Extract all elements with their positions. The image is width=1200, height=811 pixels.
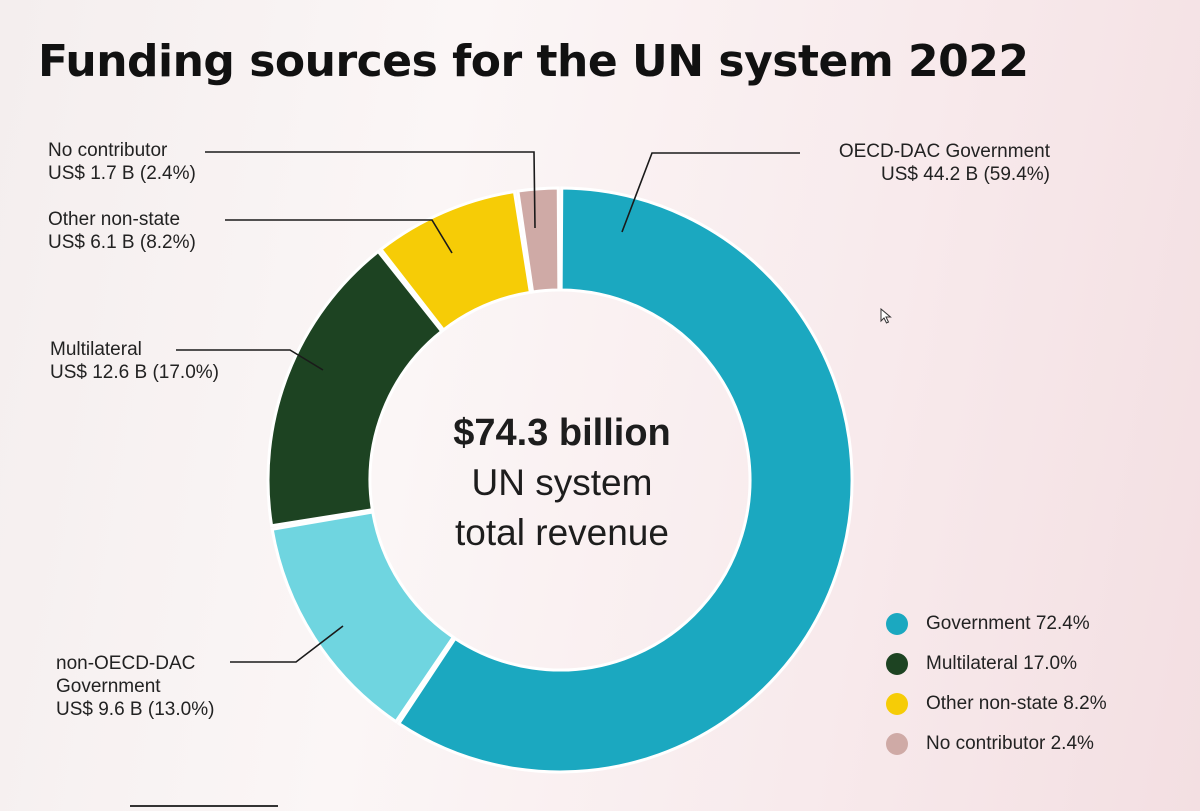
legend-label: Government 72.4% <box>926 613 1090 634</box>
donut-slice-multilateral <box>266 249 444 528</box>
legend-label: Multilateral 17.0% <box>926 653 1078 674</box>
donut-center-label: $74.3 billion UN system total revenue <box>382 408 742 558</box>
chart-title: Funding sources for the UN system 2022 <box>38 36 1029 87</box>
donut-slice-oecd-dac-government <box>396 186 854 774</box>
legend-swatch <box>886 733 908 755</box>
callout-label: No contributor <box>48 140 168 161</box>
divider <box>130 805 278 807</box>
donut-slice-other-non-state <box>378 189 533 333</box>
legend-swatch <box>886 693 908 715</box>
callout-value: US$ 6.1 B (8.2%) <box>48 232 196 253</box>
mouse-cursor-icon <box>880 308 892 324</box>
callout-value: US$ 9.6 B (13.0%) <box>56 699 215 720</box>
donut-slice-non-oecd-dac-government <box>270 510 456 724</box>
chart-legend: Government 72.4% Multilateral 17.0% Othe… <box>886 604 1107 764</box>
callout-no-contributor: No contributor US$ 1.7 B (2.4%) <box>48 139 196 185</box>
callout-non-oecd-dac-government: non-OECD-DAC Government US$ 9.6 B (13.0%… <box>56 652 226 721</box>
legend-item-government: Government 72.4% <box>886 604 1107 644</box>
legend-swatch <box>886 653 908 675</box>
leader-line-other-non-state <box>225 219 453 254</box>
callout-other-non-state: Other non-state US$ 6.1 B (8.2%) <box>48 208 196 254</box>
callout-oecd-dac-government: OECD-DAC Government US$ 44.2 B (59.4%) <box>790 140 1050 186</box>
callout-label: non-OECD-DAC Government <box>56 653 196 697</box>
callout-value: US$ 1.7 B (2.4%) <box>48 163 196 184</box>
leader-line-multilateral <box>176 349 324 371</box>
total-revenue-value: $74.3 billion <box>453 412 671 454</box>
total-revenue-caption: UN system total revenue <box>455 462 669 553</box>
callout-value: US$ 44.2 B (59.4%) <box>881 164 1050 185</box>
callout-label: Other non-state <box>48 209 181 230</box>
legend-label: Other non-state 8.2% <box>926 693 1107 714</box>
leader-line-no-contributor <box>205 151 536 229</box>
callout-leader-lines <box>176 151 800 663</box>
legend-item-no-contributor: No contributor 2.4% <box>886 724 1107 764</box>
donut-slice-no-contributor <box>516 186 561 294</box>
legend-item-multilateral: Multilateral 17.0% <box>886 644 1107 684</box>
callout-value: US$ 12.6 B (17.0%) <box>50 362 219 383</box>
donut-slices <box>266 186 854 774</box>
leader-line-oecd-dac-government <box>621 152 800 233</box>
leader-line-non-oecd-dac-government <box>230 625 344 663</box>
callout-multilateral: Multilateral US$ 12.6 B (17.0%) <box>50 338 219 384</box>
legend-item-other-non-state: Other non-state 8.2% <box>886 684 1107 724</box>
legend-swatch <box>886 613 908 635</box>
callout-label: OECD-DAC Government <box>838 141 1050 162</box>
legend-label: No contributor 2.4% <box>926 733 1094 754</box>
callout-label: Multilateral <box>50 339 142 360</box>
